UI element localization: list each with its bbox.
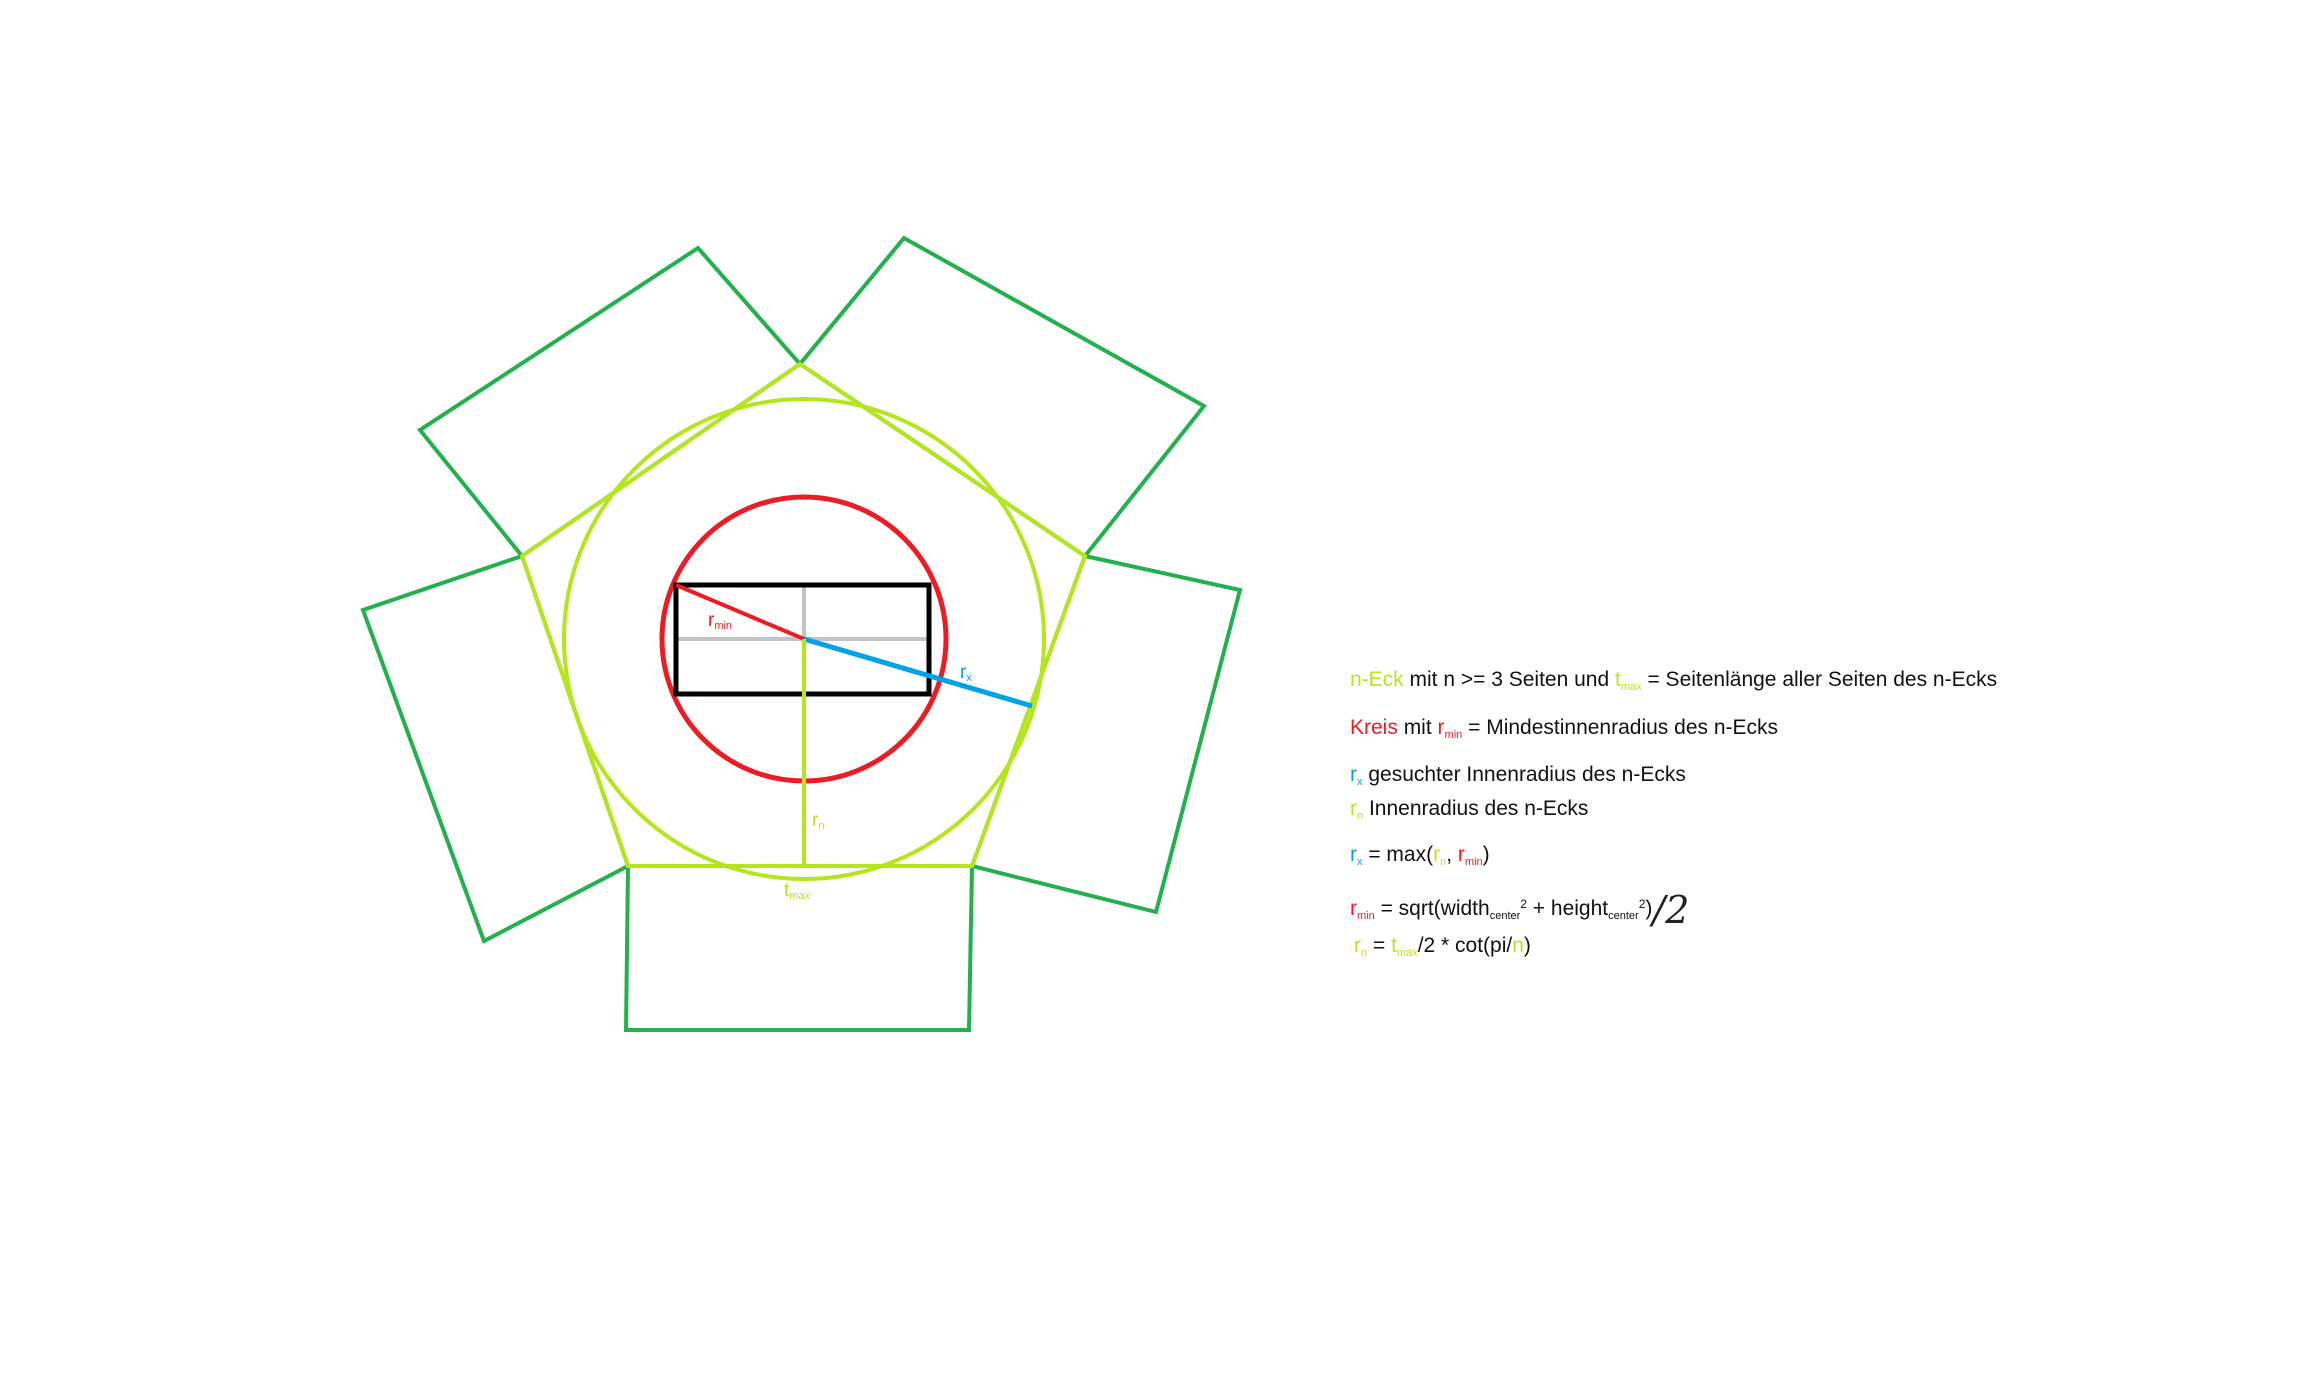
label-r-x: rx bbox=[960, 662, 972, 684]
label-r-n: rn bbox=[812, 810, 824, 832]
outer-squares bbox=[363, 238, 1240, 1030]
label-r-min-sub: min bbox=[714, 620, 732, 632]
label-r-min: rmin bbox=[708, 610, 732, 632]
label-t-max: tmax bbox=[784, 880, 811, 902]
label-r-n-sub: n bbox=[818, 820, 824, 832]
radius-r-min-line bbox=[676, 585, 804, 639]
outer-square-lower-right bbox=[972, 556, 1240, 912]
label-t-max-sub: max bbox=[789, 890, 810, 902]
label-r-x-sub: x bbox=[966, 672, 972, 684]
